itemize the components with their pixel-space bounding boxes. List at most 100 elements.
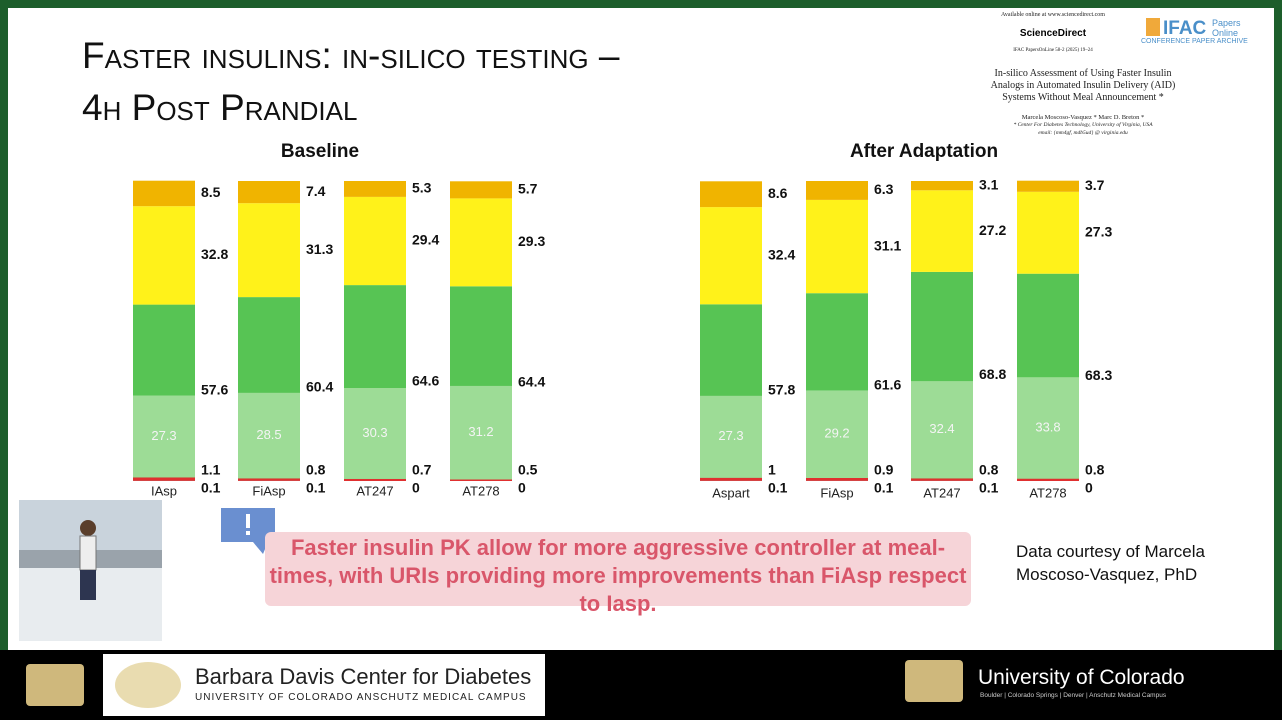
value-label: 0.1	[768, 480, 788, 496]
bar-overlay	[1017, 377, 1079, 479]
x-tick-label: IAsp	[151, 483, 177, 498]
bar-segment	[806, 181, 868, 200]
bar-segment	[806, 199, 868, 294]
bar-overlay	[238, 392, 300, 479]
bar-overlay	[344, 388, 406, 479]
bar-segment	[1017, 191, 1079, 274]
alert-tail	[253, 542, 268, 554]
bar-overlay	[911, 381, 973, 479]
value-label: 61.6	[874, 376, 901, 392]
value-label: 32.8	[201, 246, 228, 262]
bar-segment	[238, 203, 300, 298]
paper-email: email: {mm4gf, mdb5ud} @ virginia.edu	[1038, 130, 1128, 136]
ifac-icon	[1146, 18, 1160, 36]
ifac-sub: Papers Online	[1212, 18, 1241, 38]
value-label: 31.3	[306, 241, 333, 257]
value-label: 0.1	[979, 480, 999, 496]
bar-segment	[450, 198, 512, 287]
value-label: 0.8	[979, 462, 999, 478]
bar-segment	[344, 196, 406, 286]
value-label: 1	[768, 462, 776, 478]
overlay-label: 30.3	[362, 425, 387, 440]
bar-segment	[133, 477, 195, 481]
x-tick-label: Aspart	[712, 485, 750, 500]
chart-area: Baseline IAsp 0.1 1.1 57.6 32.8 8.5 27.3 FiAsp 0.…	[19, 141, 1112, 641]
ifac-archive: CONFERENCE PAPER ARCHIVE	[1141, 38, 1248, 45]
bar-segment	[911, 181, 973, 191]
value-label: 57.8	[768, 382, 795, 398]
x-tick-label: AT278	[1029, 485, 1066, 500]
value-label: 31.1	[874, 237, 901, 253]
value-label: 27.3	[1085, 223, 1112, 239]
value-label: 3.1	[979, 176, 999, 192]
bar-overlay	[133, 395, 195, 478]
value-label: 68.8	[979, 366, 1006, 382]
bar-segment	[344, 478, 406, 481]
bar-segment	[911, 190, 973, 272]
value-label: 29.4	[412, 232, 439, 248]
value-label: 32.4	[768, 246, 795, 262]
bar-overlay	[450, 385, 512, 480]
bar-segment	[911, 478, 973, 481]
value-label: 68.3	[1085, 367, 1112, 383]
value-label: 0.1	[201, 480, 221, 496]
value-label: 57.6	[201, 382, 228, 398]
cu-logo-right	[905, 660, 963, 702]
value-label: 3.7	[1085, 177, 1105, 193]
bar-overlay	[806, 390, 868, 478]
bar-segment	[450, 479, 512, 481]
value-label: 0	[1085, 480, 1093, 496]
bar-segment	[700, 181, 762, 208]
value-label: 0.7	[412, 462, 432, 478]
bdc-title: Barbara Davis Center for Diabetes	[195, 664, 532, 689]
bar-segment	[133, 180, 195, 207]
overlay-label: 27.3	[151, 428, 176, 443]
photo-head	[80, 520, 96, 536]
value-label: 29.3	[518, 233, 545, 249]
value-label: 8.6	[768, 185, 788, 201]
value-label: 8.5	[201, 184, 221, 200]
bdc-box: Barbara Davis Center for Diabetes UNIVER…	[103, 654, 545, 716]
x-tick-label: FiAsp	[820, 485, 853, 500]
overlay-label: 28.5	[256, 427, 281, 442]
x-tick-label: AT278	[462, 483, 499, 498]
alert-mark	[246, 514, 250, 528]
bar-segment	[806, 478, 868, 481]
paper-journal: IFAC PapersOnLine 58-2 (2025) 19–24	[1013, 48, 1093, 53]
overlay-label: 31.2	[468, 424, 493, 439]
bar-segment	[344, 181, 406, 197]
value-label: 1.1	[201, 462, 221, 478]
chart-title: Baseline	[281, 141, 359, 162]
callout: Faster insulin PK allow for more aggress…	[265, 532, 971, 616]
overlay-label: 33.8	[1035, 419, 1060, 434]
overlay-label: 29.2	[824, 426, 849, 441]
value-label: 0.8	[306, 462, 326, 478]
value-label: 64.6	[412, 373, 439, 389]
bar-segment	[1017, 478, 1079, 481]
value-label: 0	[412, 480, 420, 496]
paper-publisher: ScienceDirect	[1019, 28, 1087, 39]
bdc-emblem	[115, 662, 181, 708]
paper-authors: Marcela Moscoso-Vasquez * Marc D. Breton…	[1021, 114, 1145, 121]
x-tick-label: AT247	[923, 485, 960, 500]
value-label: 0.1	[306, 480, 326, 496]
photo-body	[79, 535, 97, 571]
value-label: 27.2	[979, 222, 1006, 238]
value-label: 5.7	[518, 181, 538, 197]
value-label: 0.9	[874, 462, 894, 478]
bar-segment	[238, 181, 300, 204]
bar-segment	[700, 207, 762, 305]
value-label: 0.8	[1085, 462, 1105, 478]
value-label: 0	[518, 480, 526, 496]
cu-logo-left	[26, 664, 84, 706]
value-label: 60.4	[306, 378, 333, 394]
photo	[19, 500, 162, 641]
value-label: 7.4	[306, 183, 326, 199]
bar-segment	[133, 206, 195, 305]
chart-title: After Adaptation	[850, 141, 998, 162]
x-tick-label: AT247	[356, 483, 393, 498]
courtesy: Data courtesy of Marcela Moscoso-Vasquez…	[1016, 542, 1205, 584]
value-label: 0.1	[874, 480, 894, 496]
value-label: 64.4	[518, 374, 545, 390]
